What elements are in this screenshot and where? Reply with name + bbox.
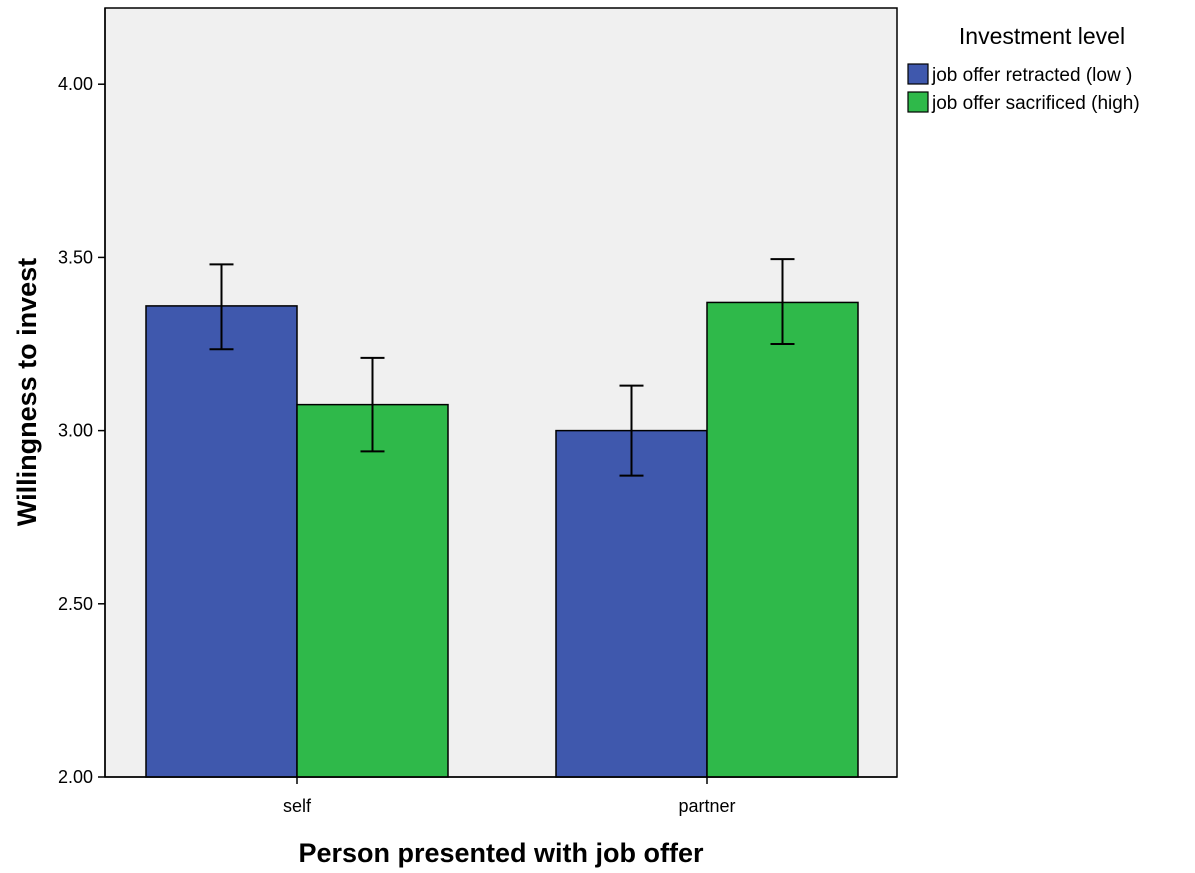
y-ticks: 2.00 2.50 3.00 3.50 4.00 xyxy=(58,74,105,787)
error-bars-layer xyxy=(209,258,795,477)
y-tick-label: 3.50 xyxy=(58,247,93,267)
error-bar-partner-high xyxy=(770,258,795,346)
y-tick-label: 2.50 xyxy=(58,594,93,614)
bar-partner-high xyxy=(706,301,859,778)
legend-label: job offer retracted (low ) xyxy=(931,65,1132,86)
y-axis-title: Willingness to invest xyxy=(12,258,42,526)
error-bar-self-low xyxy=(209,263,234,351)
legend: Investment level job offer retracted (lo… xyxy=(907,23,1140,114)
legend-item-low: job offer retracted (low ) xyxy=(907,63,1132,86)
bar-self-high xyxy=(296,403,449,778)
x-ticks: self partner xyxy=(283,777,736,816)
x-axis-title: Person presented with job offer xyxy=(298,838,704,868)
legend-label: job offer sacrificed (high) xyxy=(931,93,1140,114)
error-bar-self-high xyxy=(360,356,385,453)
error-bar-partner-low xyxy=(619,384,644,477)
x-tick-label-self: self xyxy=(283,796,312,816)
bar-partner-low xyxy=(555,429,708,778)
y-tick-label: 4.00 xyxy=(58,74,93,94)
legend-item-high: job offer sacrificed (high) xyxy=(907,91,1140,114)
legend-title: Investment level xyxy=(959,23,1125,49)
axes-layer xyxy=(104,8,897,778)
y-tick-label: 3.00 xyxy=(58,421,93,441)
bar-self-low xyxy=(145,305,298,778)
x-tick-label-partner: partner xyxy=(678,796,735,816)
legend-swatch xyxy=(907,91,929,113)
bars-layer xyxy=(145,301,859,778)
legend-swatch xyxy=(907,63,929,85)
y-tick-label: 2.00 xyxy=(58,767,93,787)
